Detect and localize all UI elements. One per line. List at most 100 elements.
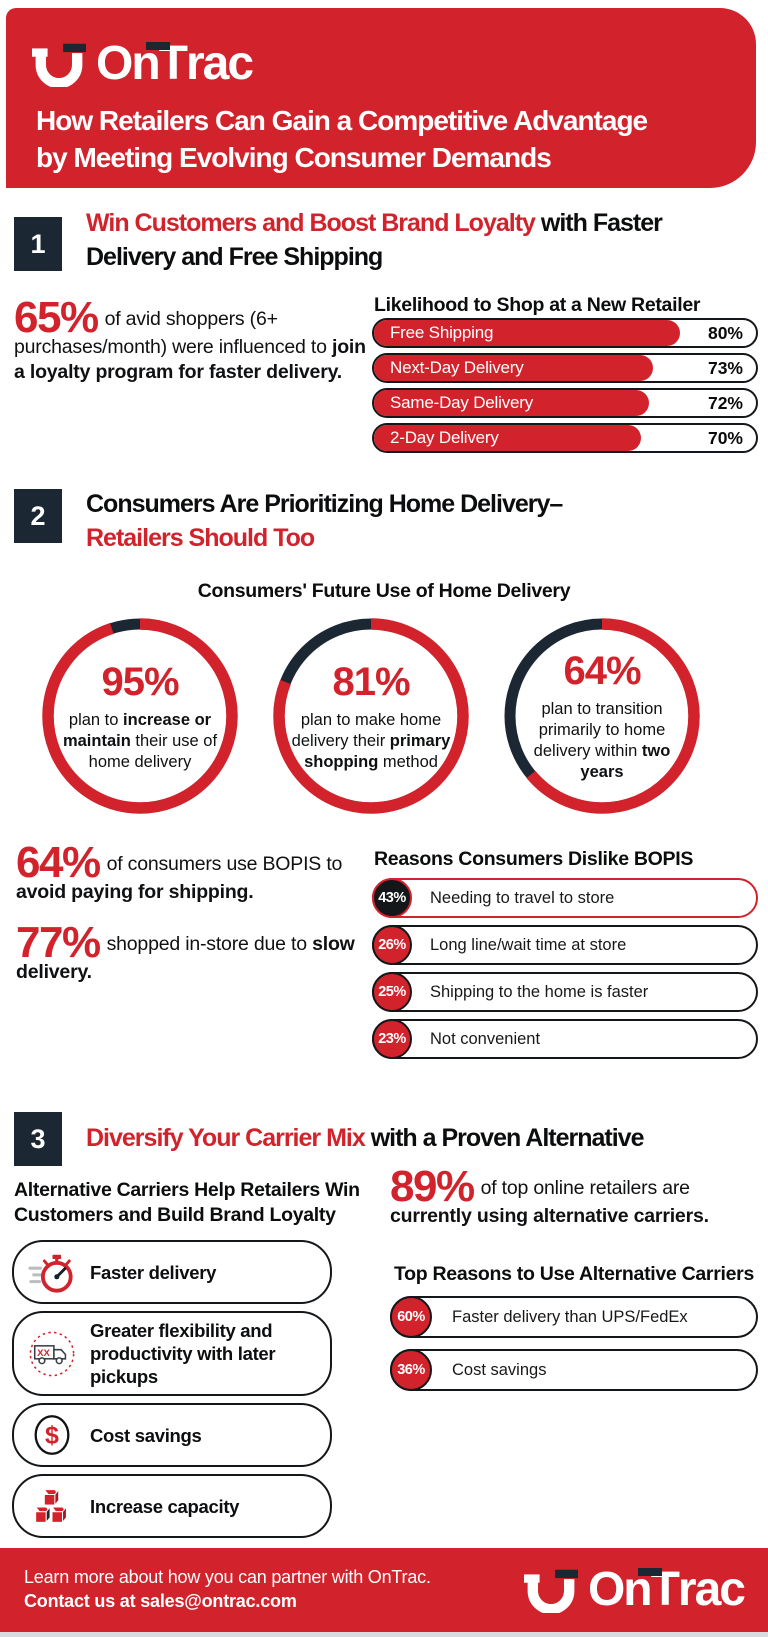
donut-content: 81% plan to make home delivery their prim… [287,632,455,800]
title-rest: with a Proven Alternative [364,1124,645,1152]
pill-label: Shipping to the home is faster [430,983,649,1001]
footer-line2: Contact us at sales@ontrac.com [24,1591,297,1611]
title-line: Diversify Your Carrier Mix with a Proven… [86,1121,645,1155]
chart-bar: Same-Day Delivery 72% [372,388,758,418]
stat-value: 77% [16,918,101,967]
reason-pill: 43% Needing to travel to store [372,878,758,918]
reason-pill: 36% Cost savings [390,1349,758,1391]
bar-label: Same-Day Delivery [390,393,534,412]
title-highlight: Win Customers and Boost Brand Loyalty [86,209,536,237]
bar-value: 80% [707,323,743,343]
bar-fill: Free Shipping [374,320,680,346]
likelihood-chart-title: Likelihood to Shop at a New Retailer [374,294,701,316]
text-segment: two years [580,742,671,781]
text-segment: plan to make home delivery their [291,710,442,750]
text-segment: slow delivery. [16,933,355,983]
benefit-pill: Faster delivery [12,1240,332,1304]
bar-value: 73% [707,358,743,378]
benefit-label: Faster delivery [90,1261,217,1283]
reason-pill: 26% Long line/wait time at store [372,925,758,965]
pill-label: Cost savings [452,1361,547,1379]
donut-caption: plan to make home delivery their primary… [288,710,454,773]
bar-label: Next-Day Delivery [390,358,524,377]
reason-pill: 60% Faster delivery than UPS/FedEx [390,1296,758,1338]
section-3-number-badge: 3 [14,1112,62,1166]
stat-bopis-64: 64% of consumers use BOPIS to avoid payin… [16,841,370,905]
footer-text: Learn more about how you can partner wit… [24,1565,431,1613]
text-segment: avoid paying for shipping. [16,881,254,903]
ontrac-u-mark-icon [523,1569,578,1613]
bar-value: 72% [707,393,743,413]
percent-badge: 60% [390,1296,432,1338]
stat-retailers-89: 89% of top online retailers are currently… [390,1165,762,1229]
donut-content: 64% plan to transition primarily to home … [518,632,686,800]
likelihood-bar-chart: Free Shipping 80% Next-Day Delivery 73% Same… [372,318,758,458]
delivery-truck-icon: XX [28,1330,76,1378]
ontrac-logo: OnTrac [32,37,254,90]
stat-value: 64% [16,838,101,887]
carrier-benefits-list: Faster delivery XX Greater flexibility and… [12,1240,332,1545]
percent-badge: 43% [372,878,412,918]
section-2-number-badge: 2 [14,489,62,543]
bar-fill: Next-Day Delivery [374,355,653,381]
section-2-title: Consumers Are Prioritizing Home Delivery… [86,487,563,555]
donut-ring [504,618,700,814]
donut-chart: 64% plan to transition primarily to home … [504,618,700,814]
title-highlight: Diversify Your Carrier Mix [86,1124,366,1152]
title-line: Delivery and Free Shipping [86,243,383,271]
chart-bar: Next-Day Delivery 73% [372,353,758,383]
text-segment: plan to transition primarily to home del… [533,700,666,760]
pill-label: Needing to travel to store [430,889,615,907]
page-title: How Retailers Can Gain a Competitive Adv… [36,102,648,176]
pill-label: Not convenient [430,1030,541,1048]
svg-text:$: $ [45,1422,59,1450]
page-title-line2: by Meeting Evolving Consumer Demands [36,142,552,173]
svg-text:XX: XX [37,1347,50,1358]
benefit-label: Cost savings [90,1424,202,1446]
text-segment: method [378,752,438,771]
percent-badge: 36% [390,1349,432,1391]
bopis-list-title: Reasons Consumers Dislike BOPIS [374,848,694,870]
ontrac-wordmark: OnTrac [588,1563,746,1616]
donut-ring [273,618,469,814]
ontrac-logo: OnTrac [523,1563,746,1616]
bar-fill: 2-Day Delivery [374,425,642,451]
benefit-label: Increase capacity [90,1495,240,1517]
title-line: Consumers Are Prioritizing Home Delivery… [86,490,563,518]
stat-instore-77: 77% shopped in-store due to slow delivery… [16,921,370,985]
wordmark-part: rac [185,37,254,90]
benefits-list-title: Alternative Carriers Help Retailers Win … [14,1179,360,1226]
bar-fill: Same-Day Delivery [374,390,650,416]
title-line: Win Customers and Boost Brand Loyalty wi… [86,206,663,240]
chart-bar: 2-Day Delivery 70% [372,423,758,453]
text-segment: of consumers use BOPIS to [106,853,343,875]
donut-chart: 95% plan to increase or maintain their us… [42,618,238,814]
alt-carrier-reasons-title: Top Reasons to Use Alternative Carriers [394,1263,755,1285]
percent-badge: 25% [372,972,412,1012]
ontrac-wordmark: OnTrac [96,37,254,90]
donut-content: 95% plan to increase or maintain their us… [56,632,224,800]
alt-carrier-reasons-list: 60% Faster delivery than UPS/FedEx 36% Cost… [390,1296,758,1402]
reason-pill: 23% Not convenient [372,1019,758,1059]
footer-line1: Learn more about how you can partner wit… [24,1567,431,1587]
donut-caption: plan to transition primarily to home del… [519,699,685,783]
donut-value: 64% [563,649,641,693]
reason-pill: 25% Shipping to the home is faster [372,972,758,1012]
bar-label: 2-Day Delivery [390,428,499,447]
dollar-coin-icon: $ [28,1411,76,1459]
header-banner: OnTrac How Retailers Can Gain a Competit… [6,8,756,188]
benefit-pill: XX Greater flexibility and productivity w… [12,1311,332,1396]
percent-badge: 23% [372,1019,412,1059]
title-rest: with Faster [534,209,663,237]
donut-chart-group: 95% plan to increase or maintain their us… [0,618,768,818]
shipping-boxes-icon [28,1482,76,1530]
bar-label: Free Shipping [390,323,494,342]
donut-chart: 81% plan to make home delivery their prim… [273,618,469,814]
text-segment: their use of home delivery [88,731,218,771]
section-1-title: Win Customers and Boost Brand Loyalty wi… [86,206,663,274]
benefit-pill: $ Cost savings [12,1403,332,1467]
bopis-reasons-list: 43% Needing to travel to store 26% Long lin… [372,878,758,1066]
text-segment: plan to [68,710,124,729]
wordmark-part: rac [677,1563,746,1616]
text-segment: shopped in-store due to [106,933,313,955]
